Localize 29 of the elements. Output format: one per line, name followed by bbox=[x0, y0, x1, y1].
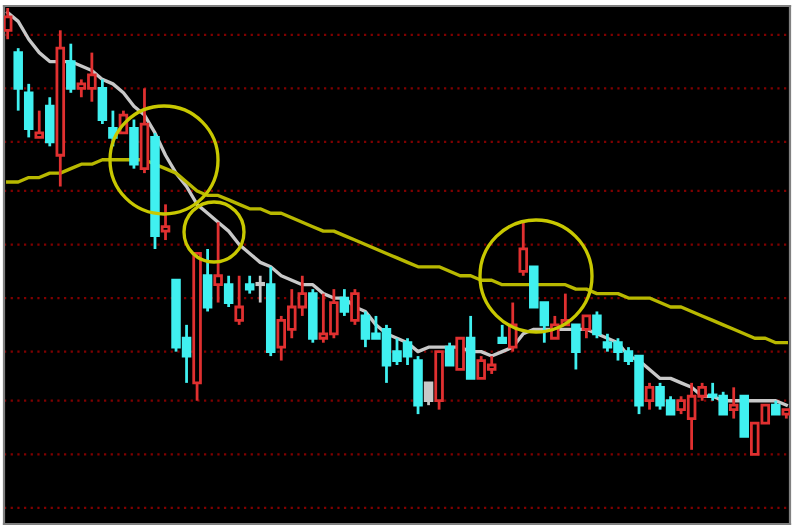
candlestick bbox=[213, 220, 223, 304]
candlestick bbox=[644, 381, 655, 412]
candlestick bbox=[234, 274, 244, 327]
candlestick bbox=[129, 118, 139, 171]
candlestick bbox=[423, 381, 434, 407]
candlestick bbox=[23, 82, 34, 139]
candlestick bbox=[739, 394, 749, 438]
candlestick bbox=[66, 42, 76, 95]
candlestick bbox=[34, 109, 45, 139]
candlestick bbox=[581, 314, 592, 340]
candlestick bbox=[465, 314, 476, 380]
candlestick bbox=[571, 323, 581, 371]
candlestick bbox=[350, 287, 360, 327]
candlestick bbox=[339, 287, 350, 318]
candlestick bbox=[413, 354, 423, 416]
candlestick bbox=[728, 385, 739, 420]
candlestick bbox=[518, 220, 529, 278]
candlestick bbox=[45, 95, 55, 148]
candlestick bbox=[202, 247, 213, 313]
candlestick bbox=[13, 46, 23, 113]
candlestick bbox=[139, 86, 150, 175]
candlestick bbox=[223, 274, 234, 309]
candlestick bbox=[592, 310, 602, 340]
candlestick bbox=[455, 336, 465, 371]
candlestick bbox=[255, 274, 265, 304]
candlestick bbox=[308, 287, 318, 345]
candlestick bbox=[160, 202, 171, 242]
candlestick bbox=[444, 341, 455, 367]
candlestick bbox=[97, 78, 108, 126]
